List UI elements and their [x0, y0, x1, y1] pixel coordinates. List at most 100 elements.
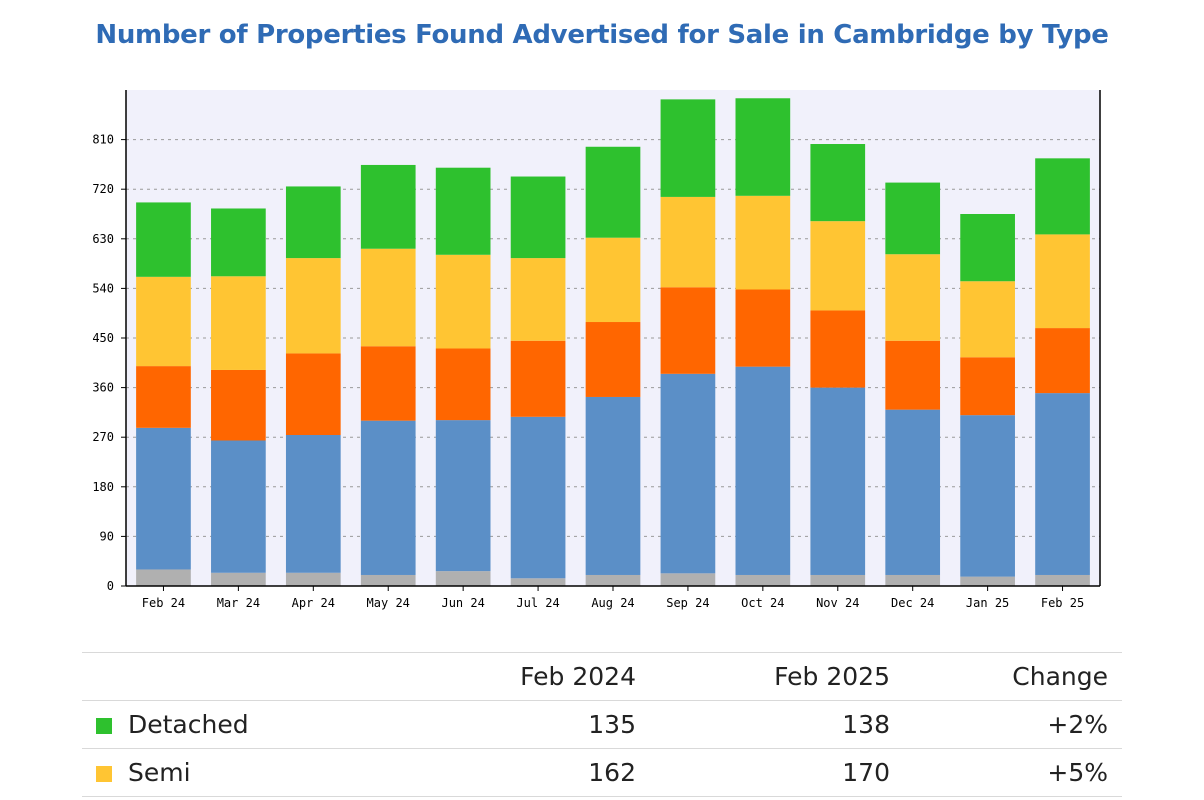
- bar-segment: [735, 366, 791, 575]
- table-row: Detached 135 138 +2%: [82, 700, 1122, 749]
- bar-segment: [1035, 393, 1090, 575]
- bar-segment: [285, 572, 341, 586]
- y-tick-label: 450: [92, 331, 114, 345]
- bar-segment: [885, 574, 941, 586]
- legend-swatch-semi: [96, 766, 112, 782]
- y-tick-label: 720: [92, 182, 114, 196]
- bar-segment: [660, 373, 716, 574]
- row-feb-2024: 135: [426, 700, 636, 749]
- table-row: Semi 162 170 +5%: [82, 748, 1122, 797]
- bar-segment: [360, 346, 416, 421]
- x-tick-label: Dec 24: [891, 596, 934, 610]
- bar-segment: [585, 146, 641, 238]
- header-feb-2024: Feb 2024: [426, 652, 636, 701]
- bar-segment: [1035, 574, 1090, 586]
- y-tick-label: 90: [100, 529, 114, 543]
- table-header-row: Feb 2024 Feb 2025 Change: [82, 652, 1122, 701]
- bar-segment: [435, 420, 491, 572]
- bars: [136, 98, 1090, 586]
- bar-segment: [1035, 234, 1090, 329]
- bar-segment: [136, 366, 191, 428]
- bar-segment: [435, 348, 491, 421]
- bar-segment: [810, 144, 866, 222]
- bar-segment: [660, 196, 716, 288]
- row-type-label: Semi: [128, 758, 191, 787]
- bar-segment: [585, 574, 641, 586]
- bar-segment: [660, 287, 716, 374]
- bar-segment: [885, 182, 941, 255]
- bar-segment: [285, 186, 341, 259]
- bar-segment: [960, 415, 1015, 577]
- bar-segment: [285, 258, 341, 354]
- bar-segment: [360, 248, 416, 347]
- bar-segment: [885, 254, 941, 341]
- bar-segment: [435, 571, 491, 586]
- bar-segment: [960, 576, 1015, 586]
- bar-segment: [211, 369, 266, 441]
- bar-segment: [885, 409, 941, 575]
- bar-segment: [285, 353, 341, 435]
- x-tick-label: Sep 24: [666, 596, 709, 610]
- bar-segment: [360, 164, 416, 249]
- bar-segment: [435, 254, 491, 349]
- bar-segment: [810, 310, 866, 388]
- bar-segment: [211, 440, 266, 573]
- y-tick-label: 360: [92, 381, 114, 395]
- bar-segment: [1035, 328, 1090, 394]
- bar-segment: [660, 99, 716, 197]
- header-feb-2025: Feb 2025: [636, 652, 890, 701]
- x-tick-label: Oct 24: [741, 596, 784, 610]
- x-tick-label: May 24: [367, 596, 410, 610]
- bar-segment: [136, 276, 191, 367]
- bar-segment: [510, 578, 566, 586]
- bar-segment: [810, 221, 866, 311]
- bar-segment: [735, 98, 791, 196]
- x-tick-label: Feb 24: [142, 596, 185, 610]
- bar-segment: [735, 195, 791, 290]
- page-title: Number of Properties Found Advertised fo…: [95, 20, 1109, 50]
- x-tick-labels: Feb 24 Mar 24 Apr 24 May 24 Jun 24 Jul 24 Aug …: [142, 586, 1084, 610]
- row-change: +2%: [890, 700, 1122, 749]
- y-tick-label: 180: [92, 480, 114, 494]
- header-change: Change: [890, 652, 1122, 701]
- bar-segment: [435, 167, 491, 255]
- bar-segment: [585, 322, 641, 397]
- y-tick-label: 540: [92, 281, 114, 295]
- bar-segment: [885, 340, 941, 410]
- bar-segment: [136, 202, 191, 277]
- bar-segment: [211, 572, 266, 586]
- bar-segment: [810, 574, 866, 586]
- bar-segment: [660, 573, 716, 586]
- summary-table: Feb 2024 Feb 2025 Change Detached 135 13…: [82, 652, 1122, 797]
- x-tick-label: Mar 24: [217, 596, 260, 610]
- x-tick-label: Jun 24: [441, 596, 484, 610]
- bar-segment: [1035, 158, 1090, 235]
- y-tick-labels: 0 90 180 270 360 450 540 630 720 810: [92, 133, 126, 593]
- x-tick-label: Jan 25: [966, 596, 1009, 610]
- y-tick-label: 270: [92, 430, 114, 444]
- bar-segment: [960, 281, 1015, 358]
- bar-segment: [585, 396, 641, 575]
- y-tick-label: 0: [107, 579, 114, 593]
- x-tick-label: Aug 24: [591, 596, 634, 610]
- bar-segment: [211, 276, 266, 370]
- bar-segment: [510, 176, 566, 259]
- row-feb-2024: 162: [426, 748, 636, 797]
- bar-segment: [960, 357, 1015, 416]
- y-tick-label: 810: [92, 133, 114, 147]
- bar-segment: [285, 434, 341, 573]
- header-type: [82, 652, 426, 701]
- x-tick-label: Apr 24: [292, 596, 335, 610]
- row-feb-2025: 138: [636, 700, 890, 749]
- bar-segment: [735, 289, 791, 367]
- bar-segment: [960, 214, 1015, 282]
- bar-segment: [510, 416, 566, 579]
- bar-segment: [585, 237, 641, 323]
- legend-swatch-detached: [96, 718, 112, 734]
- x-tick-label: Jul 24: [516, 596, 559, 610]
- bar-segment: [211, 208, 266, 277]
- bar-segment: [136, 427, 191, 570]
- bar-segment: [360, 574, 416, 586]
- x-tick-label: Feb 25: [1041, 596, 1084, 610]
- row-type-cell: Semi: [82, 748, 426, 797]
